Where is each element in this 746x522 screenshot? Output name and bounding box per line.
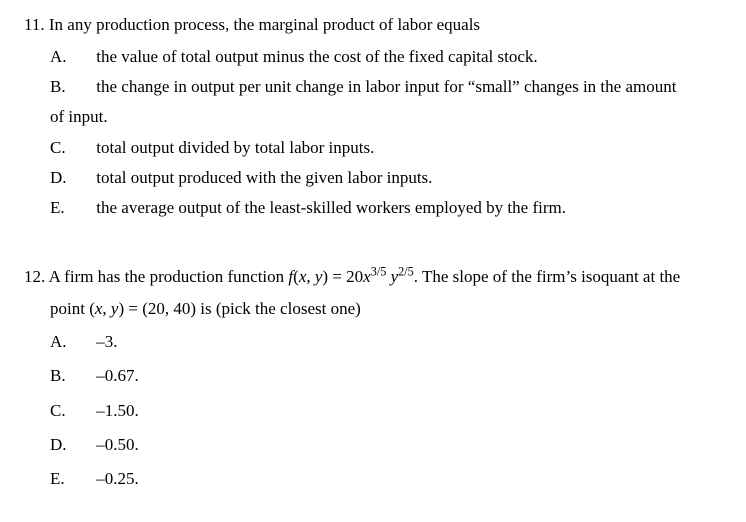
q12-choice-e: E. –0.25.	[50, 466, 722, 492]
fn-exp1: 3/5	[371, 264, 387, 278]
choice-text: total output produced with the given lab…	[96, 168, 432, 187]
choice-letter: D.	[50, 165, 92, 191]
fn-x2: x	[363, 267, 371, 286]
q11-choice-d: D. total output produced with the given …	[50, 165, 722, 191]
q12-stem-line2: point (x, y) = (20, 40) is (pick the clo…	[50, 296, 722, 322]
q11-stem-line: 11. In any production process, the margi…	[24, 12, 722, 38]
q12-number: 12.	[24, 267, 45, 286]
q12-choices: A. –3. B. –0.67. C. –1.50. D. –0.50. E. …	[24, 329, 722, 493]
fn-close: ) = 20	[322, 267, 363, 286]
choice-letter: C.	[50, 135, 92, 161]
choice-letter: B.	[50, 74, 92, 100]
q11-choice-b: B. the change in output per unit change …	[50, 74, 722, 100]
choice-letter: D.	[50, 432, 92, 458]
q12-choice-b: B. –0.67.	[50, 363, 722, 389]
choice-letter: A.	[50, 329, 92, 355]
line2-post: ) = (20, 40) is (pick the closest one)	[118, 299, 360, 318]
choice-text: –0.50.	[96, 435, 139, 454]
q12-stem-pre: A firm has the production function	[49, 267, 289, 286]
q11-choice-e: E. the average output of the least-skill…	[50, 195, 722, 221]
q12-stem-post: . The slope of the firm’s isoquant at th…	[414, 267, 680, 286]
line2-pre: point (	[50, 299, 95, 318]
fn-y2: y	[391, 267, 399, 286]
choice-text: –0.67.	[96, 366, 139, 385]
choice-letter: E.	[50, 466, 92, 492]
question-12: 12. A firm has the production function f…	[24, 260, 722, 493]
choice-text-continuation: of input.	[50, 107, 108, 126]
q12-choice-c: C. –1.50.	[50, 398, 722, 424]
q11-choice-a: A. the value of total output minus the c…	[50, 44, 722, 70]
line2-comma: ,	[102, 299, 111, 318]
choice-text: the value of total output minus the cost…	[96, 47, 537, 66]
choice-text: –0.25.	[96, 469, 139, 488]
q12-choice-a: A. –3.	[50, 329, 722, 355]
choice-text: –1.50.	[96, 401, 139, 420]
choice-letter: E.	[50, 195, 92, 221]
choice-text: –3.	[96, 332, 117, 351]
fn-comma: ,	[306, 267, 315, 286]
choice-letter: A.	[50, 44, 92, 70]
choice-text: the change in output per unit change in …	[96, 77, 676, 96]
choice-text: total output divided by total labor inpu…	[96, 138, 374, 157]
q11-stem: In any production process, the marginal …	[49, 15, 480, 34]
choice-letter: B.	[50, 363, 92, 389]
q12-stem-line1: 12. A firm has the production function f…	[24, 260, 722, 294]
q11-number: 11.	[24, 15, 45, 34]
fn-exp2: 2/5	[398, 264, 414, 278]
q11-choice-b-continuation: of input.	[50, 104, 722, 130]
choice-letter: C.	[50, 398, 92, 424]
q11-choices: A. the value of total output minus the c…	[24, 44, 722, 222]
q11-choice-c: C. total output divided by total labor i…	[50, 135, 722, 161]
choice-text: the average output of the least-skilled …	[96, 198, 566, 217]
question-11: 11. In any production process, the margi…	[24, 12, 722, 222]
q12-choice-d: D. –0.50.	[50, 432, 722, 458]
